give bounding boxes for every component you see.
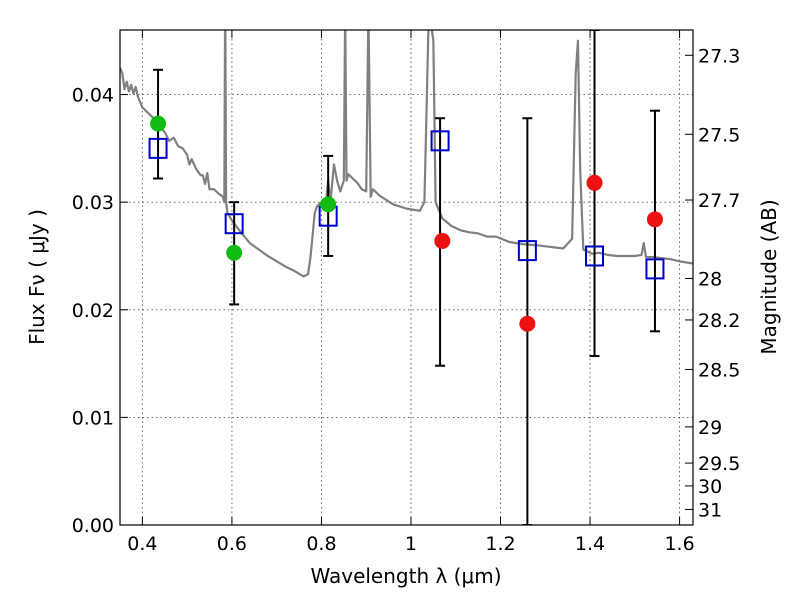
y2-axis-label: Magnitude (AB): [757, 199, 781, 354]
open-square-marker: [224, 213, 244, 235]
y2-tick-label: 30: [698, 476, 722, 498]
y2-tick-label: 27.5: [698, 124, 740, 146]
y2-tick-label: 31: [698, 499, 722, 521]
x-axis-label: Wavelength λ (μm): [310, 564, 501, 588]
y2-tick-label: 28.2: [698, 310, 740, 332]
filled-circle-marker: [150, 115, 167, 132]
grid-lines: [120, 30, 693, 525]
x-tick-label: 0.6: [217, 533, 247, 555]
y2-tick-label: 28.5: [698, 359, 740, 381]
open-square-marker: [585, 245, 605, 267]
y2-tick-label: 27.7: [698, 190, 740, 212]
y-tick-label: 0.04: [72, 85, 114, 107]
y-axis-label: Flux Fν ( μJy ): [25, 209, 49, 345]
x-tick-label: 0.8: [306, 533, 336, 555]
model-spectrum-line: [120, 30, 693, 278]
data-markers: [148, 115, 665, 332]
y2-tick-label: 29.5: [698, 453, 740, 475]
axis-ticks: [120, 30, 693, 526]
y2-tick-label: 29: [698, 417, 722, 439]
x-tick-label: 1.6: [664, 533, 694, 555]
filled-circle-marker: [646, 211, 663, 228]
y2-tick-label: 27.3: [698, 45, 740, 67]
open-square-marker: [148, 137, 168, 159]
plot-frame: [119, 29, 694, 526]
tick-labels: 0.4 0.6 0.8 1 1.2 1.4 1.6 0.00 0.01 0.02 0.03 0.04 2…: [72, 45, 741, 555]
y2-tick-label: 28: [698, 268, 722, 290]
filled-circle-marker: [226, 244, 243, 261]
y-tick-label: 0.02: [72, 300, 114, 322]
filled-circle-marker: [519, 315, 536, 332]
y-tick-label: 0.00: [72, 515, 114, 537]
open-square-marker: [645, 258, 665, 280]
x-tick-label: 1.2: [485, 533, 515, 555]
y-tick-label: 0.01: [72, 407, 114, 429]
open-square-marker: [430, 130, 450, 152]
model-spectrum: [120, 30, 693, 278]
x-tick-label: 1.4: [575, 533, 605, 555]
filled-circle-marker: [586, 174, 603, 191]
y-tick-label: 0.03: [72, 192, 114, 214]
x-tick-label: 0.4: [127, 533, 157, 555]
plot-background: [120, 30, 693, 525]
filled-circle-marker: [434, 232, 451, 249]
filled-circle-marker: [320, 196, 337, 213]
x-tick-label: 1: [405, 533, 417, 555]
open-square-marker: [517, 240, 537, 262]
